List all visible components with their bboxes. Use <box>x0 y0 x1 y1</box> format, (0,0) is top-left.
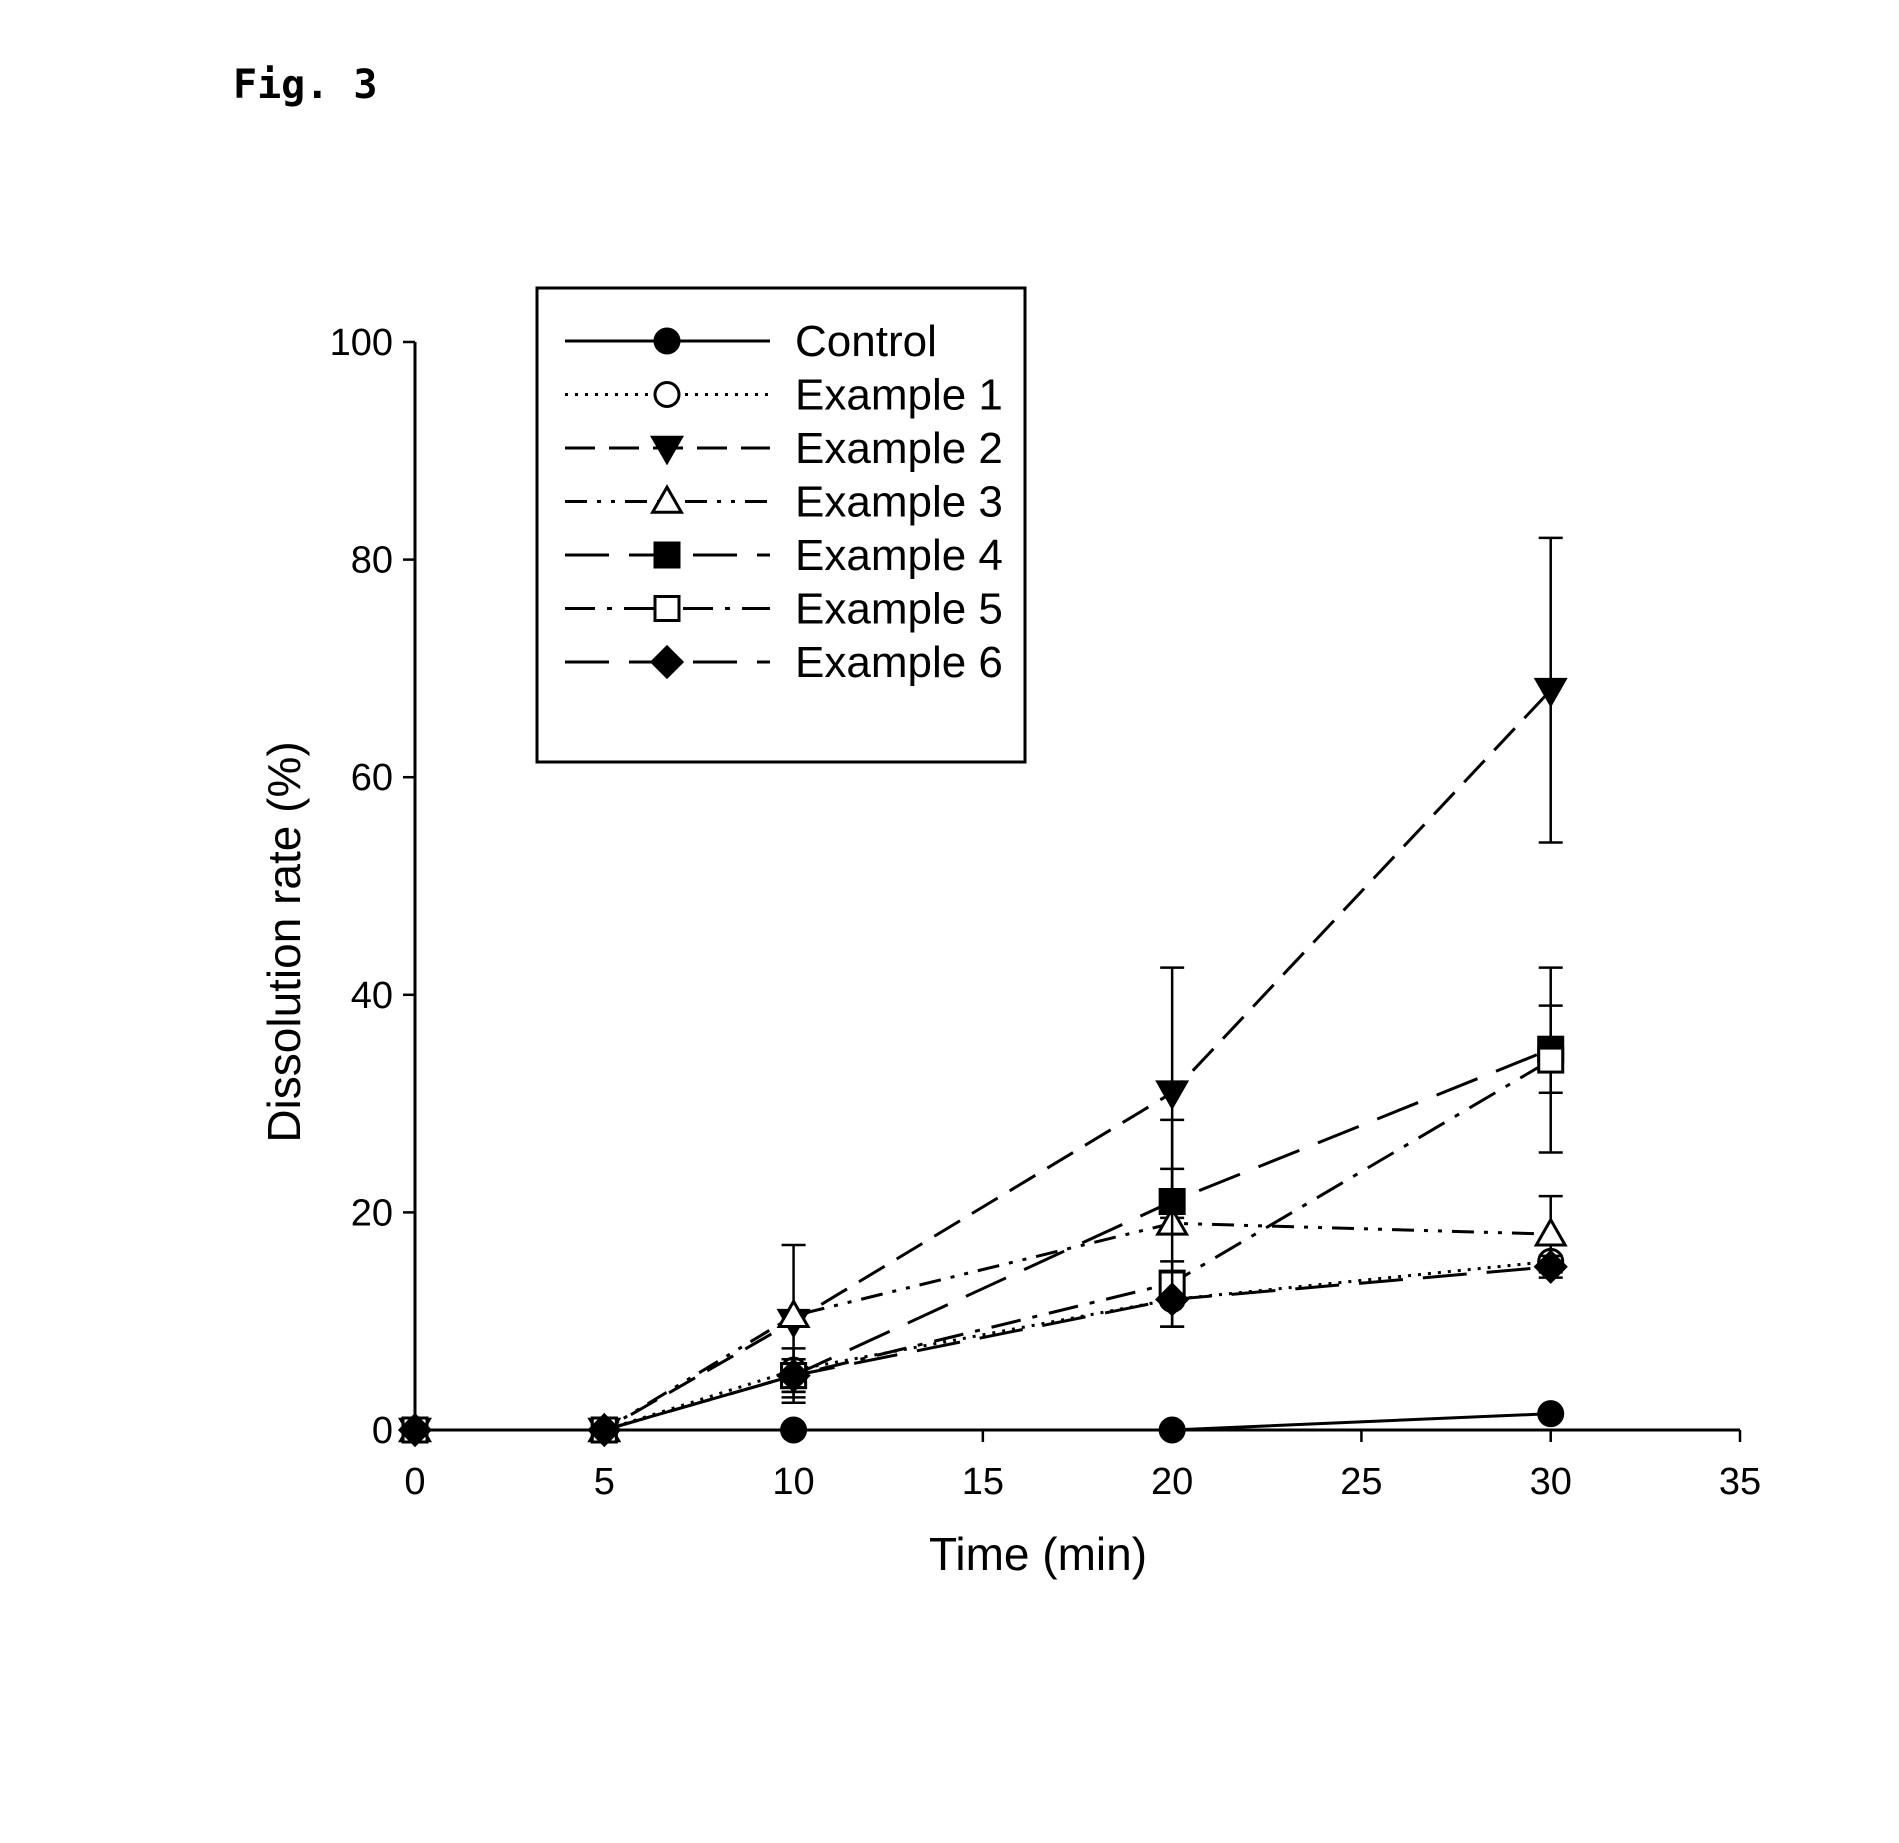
x-tick-label: 30 <box>1530 1461 1572 1503</box>
x-tick-label: 10 <box>772 1461 814 1503</box>
y-axis: 0 20 40 60 80 100 <box>330 322 415 1452</box>
data-point <box>655 329 679 353</box>
series-line <box>415 690 1551 1430</box>
series-line <box>415 1414 1551 1430</box>
x-tick-label: 0 <box>404 1461 425 1503</box>
data-point <box>655 597 679 621</box>
series-example-6 <box>400 1252 1566 1445</box>
legend-label: Control <box>795 317 937 366</box>
series-line <box>415 1049 1551 1430</box>
y-tick-label: 40 <box>351 975 393 1017</box>
data-point <box>1160 1418 1184 1442</box>
data-point <box>655 383 679 407</box>
x-tick-label: 20 <box>1151 1461 1193 1503</box>
series-line <box>415 1267 1551 1430</box>
series-example-5 <box>403 968 1563 1442</box>
series-example-4 <box>403 1006 1563 1442</box>
y-tick-label: 80 <box>351 540 393 582</box>
y-tick-label: 0 <box>372 1410 393 1452</box>
data-point <box>1536 1220 1565 1245</box>
series-line <box>415 1261 1551 1430</box>
y-tick-label: 100 <box>330 322 393 364</box>
series-line <box>415 1223 1551 1430</box>
legend: ControlExample 1Example 2Example 3Exampl… <box>537 288 1025 762</box>
data-point <box>655 543 679 567</box>
y-axis-label: Dissolution rate (%) <box>258 741 310 1142</box>
legend-label: Example 4 <box>795 531 1003 580</box>
x-tick-label: 15 <box>962 1461 1004 1503</box>
data-point <box>1160 1190 1184 1214</box>
x-tick-label: 5 <box>594 1461 615 1503</box>
x-tick-label: 25 <box>1340 1461 1382 1503</box>
legend-label: Example 1 <box>795 371 1003 420</box>
y-tick-label: 60 <box>351 757 393 799</box>
data-point <box>782 1418 806 1442</box>
legend-label: Example 2 <box>795 424 1003 473</box>
series-example-1 <box>403 1249 1563 1442</box>
legend-label: Example 6 <box>795 638 1003 687</box>
data-point <box>1539 1402 1563 1426</box>
data-point <box>1539 1048 1563 1072</box>
x-axis-label: Time (min) <box>929 1528 1147 1580</box>
y-tick-label: 20 <box>351 1192 393 1234</box>
legend-label: Example 3 <box>795 478 1003 527</box>
series-line <box>415 1060 1551 1430</box>
legend-label: Example 5 <box>795 585 1003 634</box>
data-point <box>1158 1082 1187 1107</box>
x-tick-label: 35 <box>1719 1461 1761 1503</box>
